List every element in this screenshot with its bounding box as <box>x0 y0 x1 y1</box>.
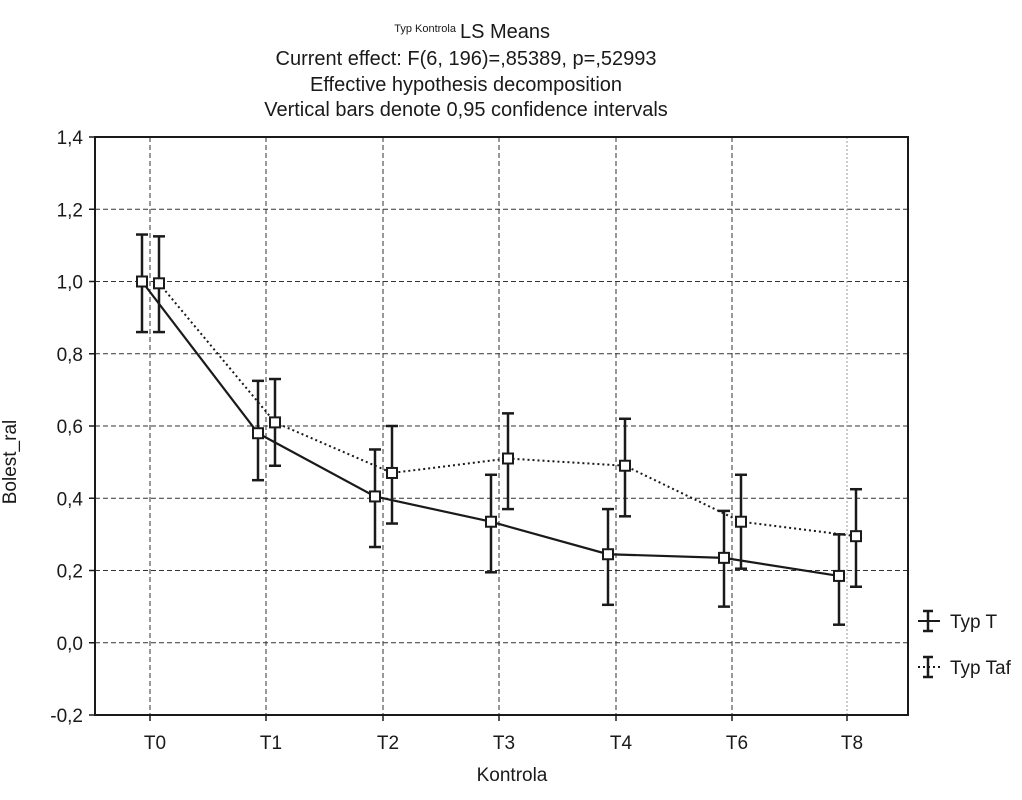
legend-label: Typ T <box>950 612 998 633</box>
data-point <box>735 515 747 528</box>
y-tick-label: 0,6 <box>57 417 83 438</box>
y-tick-label: 1,2 <box>57 200 83 221</box>
data-point <box>252 427 264 440</box>
data-point <box>619 459 631 472</box>
chart-title-prefix: Typ Kontrola <box>394 23 457 35</box>
x-tick-label: T4 <box>610 733 633 754</box>
x-tick-label: T6 <box>726 733 748 754</box>
data-point <box>718 551 730 564</box>
chart-subtitle-line-2: Effective hypothesis decomposition <box>310 74 622 96</box>
data-point <box>136 275 148 288</box>
data-point <box>153 277 165 290</box>
series-layer <box>136 233 862 626</box>
y-tick-label: 0,4 <box>57 489 84 510</box>
x-tick-label: T2 <box>377 733 399 754</box>
y-tick-label: 0,8 <box>57 345 83 366</box>
data-point <box>602 548 614 561</box>
chart-title: LS Means <box>460 21 550 43</box>
y-tick-label: -0,2 <box>50 706 83 727</box>
x-axis-ticks: T0 T1 T2 T3 T4 T6 T8 <box>144 715 863 754</box>
chart-subtitle-line-1: Current effect: F(6, 196)=,85389, p=,529… <box>276 48 657 70</box>
data-point <box>386 466 398 479</box>
data-point <box>833 569 845 582</box>
grid-lines <box>95 137 908 715</box>
data-point <box>369 490 381 503</box>
y-tick-label: 1,0 <box>57 273 83 294</box>
data-point <box>850 530 862 543</box>
y-tick-label: 0,2 <box>57 562 83 583</box>
y-axis-ticks: -0,2 0,0 0,2 0,4 0,6 0,8 1,0 1,2 1,4 <box>50 128 95 727</box>
y-axis-label: Bolest_ral <box>0 420 21 505</box>
x-tick-label: T1 <box>260 733 282 754</box>
data-point <box>502 452 514 465</box>
chart-title-group: Typ Kontrola LS Means Current effect: F(… <box>264 21 668 121</box>
x-tick-label: T8 <box>841 733 863 754</box>
data-point <box>269 416 281 429</box>
y-tick-label: 1,4 <box>57 128 84 149</box>
legend: Typ T Typ Taf <box>918 609 1012 679</box>
data-point <box>485 515 497 528</box>
x-tick-label: T3 <box>493 733 515 754</box>
chart-subtitle-line-3: Vertical bars denote 0,95 confidence int… <box>264 99 668 121</box>
legend-label: Typ Taf <box>950 658 1012 679</box>
y-tick-label: 0,0 <box>57 634 83 655</box>
x-axis-label: Kontrola <box>477 765 548 786</box>
x-tick-label: T0 <box>144 733 166 754</box>
